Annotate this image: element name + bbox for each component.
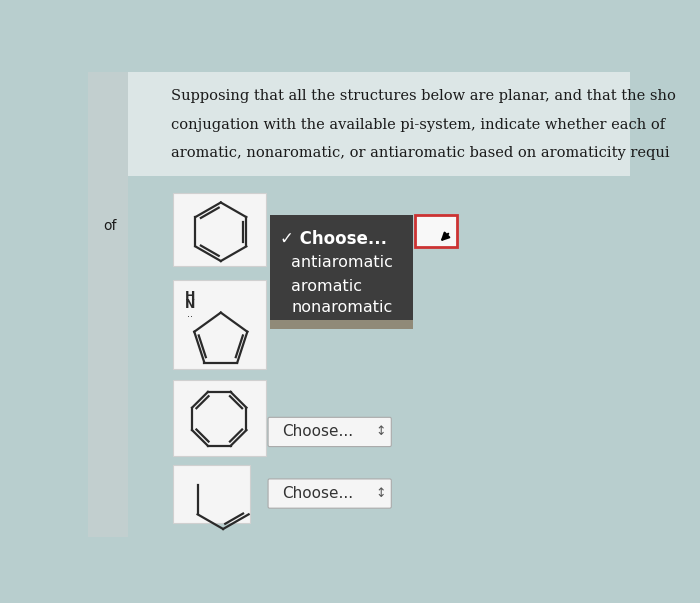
Text: antiaromatic: antiaromatic: [291, 255, 393, 270]
Bar: [414, 215, 457, 247]
Bar: [270, 320, 413, 329]
Text: ↕: ↕: [376, 426, 386, 438]
Text: Supposing that all the structures below are planar, and that the sho: Supposing that all the structures below …: [172, 89, 676, 103]
Text: nonaromatic: nonaromatic: [291, 300, 393, 315]
Text: N: N: [184, 298, 195, 311]
Bar: [270, 215, 413, 329]
Text: ↕: ↕: [376, 487, 386, 500]
Bar: [173, 465, 251, 523]
Text: aromatic: aromatic: [291, 279, 363, 294]
Text: H: H: [184, 290, 195, 303]
Bar: [88, 72, 128, 537]
Bar: [173, 280, 266, 369]
Text: ..: ..: [188, 309, 193, 319]
Bar: [128, 72, 630, 176]
Text: ✓ Choose...: ✓ Choose...: [281, 230, 388, 248]
Text: Choose...: Choose...: [282, 425, 353, 440]
Text: of: of: [103, 219, 116, 233]
Bar: [173, 380, 266, 456]
Text: Choose...: Choose...: [282, 486, 353, 501]
FancyBboxPatch shape: [268, 479, 391, 508]
FancyBboxPatch shape: [268, 417, 391, 447]
Text: conjugation with the available pi-system, indicate whether each of: conjugation with the available pi-system…: [172, 118, 670, 132]
Bar: [173, 193, 266, 267]
Text: aromatic, nonaromatic, or antiaromatic based on aromaticity requi: aromatic, nonaromatic, or antiaromatic b…: [172, 147, 670, 160]
